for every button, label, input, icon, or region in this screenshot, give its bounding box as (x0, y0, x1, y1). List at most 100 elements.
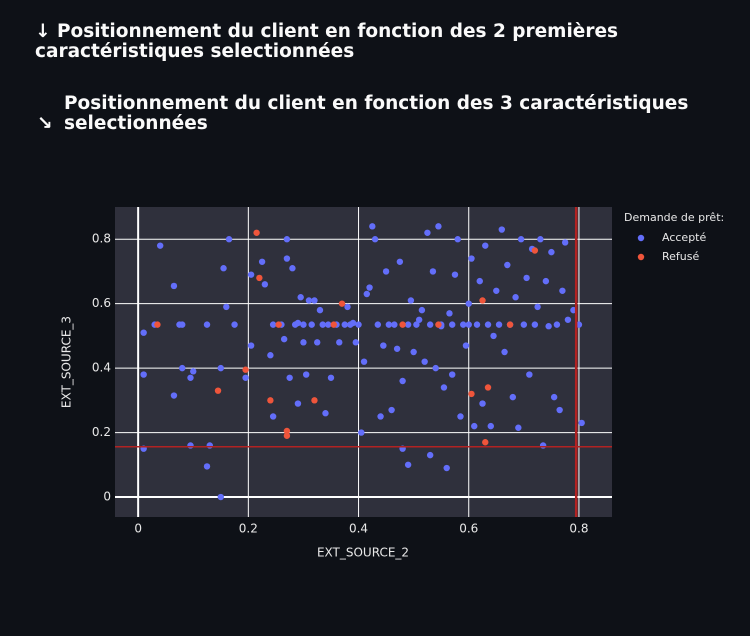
scatter-point (360, 358, 368, 365)
scatter-point (407, 297, 415, 304)
scatter-point (465, 321, 472, 328)
scatter-point (283, 427, 291, 435)
scatter-point (374, 321, 382, 328)
y-tick-label: 0.2 (92, 425, 111, 439)
scatter-point (531, 247, 539, 254)
scatter-point (553, 321, 561, 328)
scatter-point (154, 321, 161, 328)
scatter-point (294, 400, 302, 407)
scatter-point (559, 287, 566, 294)
scatter-point (170, 282, 178, 290)
scatter-point (515, 424, 522, 431)
scatter-point (369, 223, 376, 230)
scatter-point (366, 284, 373, 291)
x-tick-label: 0.8 (569, 522, 588, 536)
scatter-point (542, 277, 550, 285)
legend-title: Demande de prêt: (624, 211, 724, 224)
scatter-point (429, 268, 437, 275)
scatter-point (471, 422, 478, 430)
scatter-point (377, 413, 384, 420)
scatter-point (465, 300, 472, 307)
scatter-point (300, 321, 307, 328)
scatter-point (214, 387, 222, 394)
scatter-point (231, 321, 238, 328)
scatter-point (322, 410, 329, 417)
scatter-point (468, 255, 475, 262)
scatter-point (493, 287, 500, 294)
scatter-point (256, 274, 263, 282)
scatter-point (283, 255, 291, 262)
scatter-point (556, 406, 563, 414)
scatter-point (484, 321, 492, 328)
scatter-point (140, 329, 147, 336)
scatter-point (349, 319, 357, 327)
scatter-point (358, 429, 365, 436)
heading-icon: ↓ (35, 21, 51, 42)
scatter-point (501, 348, 508, 356)
scatter-point (415, 316, 423, 323)
y-tick-label: 0.6 (92, 296, 111, 310)
scatter-point (435, 321, 442, 328)
scatter-point (156, 242, 164, 249)
scatter-point (283, 236, 291, 243)
scatter-point (561, 239, 569, 246)
scatter-point (426, 451, 434, 459)
scatter-point (311, 397, 318, 404)
scatter-point (225, 236, 233, 243)
scatter-point (440, 384, 448, 391)
scatter-point (267, 397, 274, 404)
scatter-point (457, 413, 464, 420)
scatter-point (352, 339, 359, 346)
scatter-point (242, 366, 249, 373)
scatter-point (548, 248, 555, 256)
y-tick-label: 0 (103, 490, 111, 504)
scatter-point (355, 321, 362, 328)
scatter-point (512, 294, 519, 301)
scatter-point (217, 364, 224, 372)
scatter-point (479, 297, 486, 304)
scatter-point (140, 371, 147, 378)
scatter-point (391, 321, 398, 328)
scatter-point (308, 321, 315, 328)
scatter-point (446, 310, 453, 317)
scatter-point (286, 374, 293, 381)
scatter-point (526, 371, 533, 378)
x-axis-title: EXT_SOURCE_2 (317, 546, 409, 560)
scatter-point (443, 464, 450, 472)
scatter-point (297, 294, 304, 301)
scatter-point (468, 390, 475, 398)
scatter-point (509, 393, 517, 401)
scatter-point (404, 321, 412, 328)
scatter-point (187, 442, 194, 449)
scatter-point (388, 406, 395, 414)
scatter-point (564, 316, 572, 323)
scatter-point (432, 364, 439, 372)
scatter-point (305, 297, 313, 304)
scatter-point (316, 306, 324, 314)
x-tick-label: 0.6 (459, 522, 478, 536)
legend-marker (637, 253, 645, 261)
heading-icon: ↘ (37, 113, 53, 134)
scatter-point (344, 303, 351, 311)
scatter-point (487, 422, 494, 430)
heading-text: Positionnement du client en fonction des… (35, 21, 619, 62)
scatter-point (537, 236, 544, 243)
scatter-point (385, 321, 393, 328)
scatter-point (217, 493, 224, 501)
scatter-point (454, 236, 461, 243)
scatter-point (539, 442, 547, 449)
heading-text: Positionnement du client en fonction des… (64, 93, 689, 134)
scatter-point (404, 461, 412, 468)
scatter-point (220, 265, 227, 272)
scatter-point (206, 442, 213, 449)
scatter-point (393, 345, 401, 352)
scatter-point (435, 223, 442, 230)
scatter-point (330, 321, 337, 328)
scatter-point (253, 229, 260, 236)
scatter-point (289, 265, 296, 272)
scatter-point (319, 321, 326, 328)
scatter-point (247, 342, 255, 349)
scatter-point (363, 290, 371, 298)
scatter-point (327, 374, 335, 381)
